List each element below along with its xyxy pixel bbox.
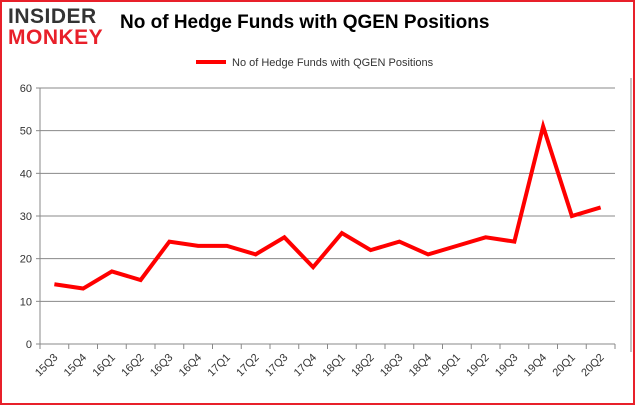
y-tick-label: 30: [20, 211, 32, 223]
x-tick-label: 18Q4: [407, 352, 435, 380]
x-tick-label: 15Q4: [62, 352, 90, 380]
logo-line2: MONKEY: [8, 26, 104, 49]
x-tick-label: 18Q1: [320, 352, 348, 380]
x-tick-label: 16Q4: [177, 352, 205, 380]
x-tick-label: 18Q3: [378, 352, 406, 380]
x-tick-label: 18Q2: [349, 352, 377, 380]
y-tick-label: 0: [26, 339, 32, 351]
x-tick-label: 19Q4: [522, 352, 550, 380]
x-tick-label: 20Q1: [550, 352, 578, 380]
x-tick-label: 17Q2: [234, 352, 262, 380]
x-tick-label: 19Q3: [493, 352, 521, 380]
x-tick-label: 16Q3: [148, 352, 176, 380]
x-tick-label: 19Q2: [464, 352, 492, 380]
x-tick-label: 16Q1: [90, 352, 118, 380]
x-tick-label: 17Q3: [263, 352, 291, 380]
y-tick-label: 40: [20, 168, 32, 180]
y-tick-label: 60: [20, 83, 32, 95]
chart-title: No of Hedge Funds with QGEN Positions: [120, 12, 490, 33]
x-tick-label: 15Q3: [33, 352, 61, 380]
x-tick-label: 16Q2: [119, 352, 147, 380]
x-tick-label: 20Q2: [579, 352, 607, 380]
y-tick-label: 10: [20, 296, 32, 308]
x-tick-label: 17Q4: [292, 352, 320, 380]
insider-monkey-logo: INSIDER MONKEY: [8, 6, 103, 48]
y-tick-label: 20: [20, 254, 32, 266]
x-tick-label: 19Q1: [435, 352, 463, 380]
logo-line1: INSIDER: [8, 5, 97, 28]
y-tick-label: 50: [20, 126, 32, 138]
legend-label: No of Hedge Funds with QGEN Positions: [232, 57, 434, 69]
series-line: [54, 119, 602, 291]
x-tick-label: 17Q1: [205, 352, 233, 380]
